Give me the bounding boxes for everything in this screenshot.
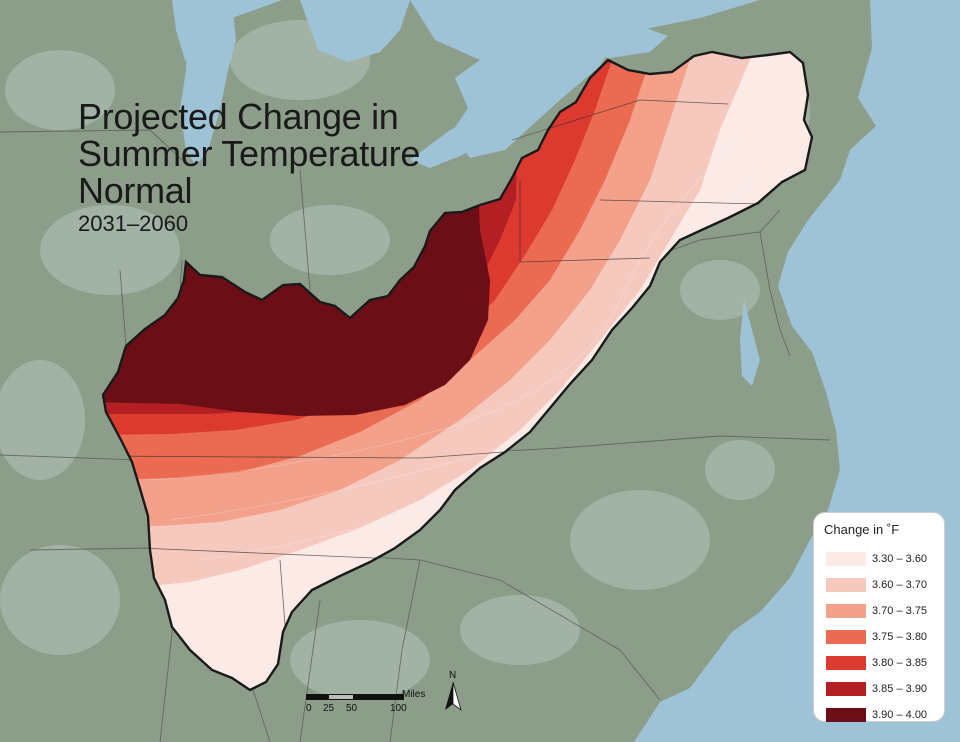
legend-label: 3.30 – 3.60 bbox=[872, 553, 928, 565]
legend-rows: 3.30 – 3.60 3.60 – 3.70 3.70 – 3.75 3.75 – … bbox=[824, 547, 934, 727]
scale-unit: Miles bbox=[402, 689, 426, 700]
scale-seg-1 bbox=[307, 695, 329, 699]
legend-swatch bbox=[826, 708, 866, 722]
scale-tick-0: 0 bbox=[306, 703, 312, 714]
legend-swatch bbox=[826, 578, 866, 592]
scale-tick-25: 25 bbox=[323, 703, 335, 714]
legend-swatch bbox=[826, 604, 866, 618]
legend-item: 3.85 – 3.90 bbox=[824, 677, 934, 701]
legend-item: 3.70 – 3.75 bbox=[824, 599, 934, 623]
legend-item: 3.75 – 3.80 bbox=[824, 625, 934, 649]
scale-tick-100: 100 bbox=[390, 703, 407, 714]
scale-tick-50: 50 bbox=[346, 703, 358, 714]
legend-label: 3.60 – 3.70 bbox=[872, 579, 928, 591]
lake-huron bbox=[300, 0, 410, 62]
north-arrow-icon bbox=[445, 682, 462, 712]
legend-item: 3.90 – 4.00 bbox=[824, 703, 934, 727]
legend-label: 3.90 – 4.00 bbox=[872, 709, 928, 721]
legend-title: Change in ˚F bbox=[824, 522, 900, 537]
north-arrow: N bbox=[444, 670, 462, 712]
map-title-line-2: Summer Temperature bbox=[78, 133, 421, 174]
legend-label: 3.80 – 3.85 bbox=[872, 657, 928, 669]
lake-ontario bbox=[560, 26, 668, 58]
legend-swatch bbox=[826, 552, 866, 566]
lake-erie bbox=[410, 96, 540, 168]
legend-label: 3.85 – 3.90 bbox=[872, 683, 928, 695]
region-outline bbox=[101, 50, 814, 692]
map-title-line-3: Normal bbox=[78, 170, 193, 211]
legend-swatch bbox=[826, 630, 866, 644]
scale-seg-2 bbox=[329, 695, 353, 699]
legend-label: 3.75 – 3.80 bbox=[872, 631, 928, 643]
legend-item: 3.60 – 3.70 bbox=[824, 573, 934, 597]
lake-michigan bbox=[180, 0, 236, 166]
legend-item: 3.30 – 3.60 bbox=[824, 547, 934, 571]
legend-label: 3.70 – 3.75 bbox=[872, 605, 928, 617]
legend-swatch bbox=[826, 656, 866, 670]
north-label: N bbox=[449, 670, 457, 681]
legend-swatch bbox=[826, 682, 866, 696]
map-title-line-1: Projected Change in bbox=[78, 96, 399, 137]
scale-bar: Miles 0 25 50 100 bbox=[306, 689, 425, 715]
legend-item: 3.80 – 3.85 bbox=[824, 651, 934, 675]
chesapeake-bay bbox=[740, 300, 760, 386]
map-subtitle: 2031–2060 bbox=[78, 211, 189, 236]
scale-seg-3 bbox=[353, 695, 403, 699]
legend: Change in ˚F 3.30 – 3.60 3.60 – 3.70 3.70 … bbox=[813, 512, 945, 722]
map-title-block: Projected Change in Summer Temperature N… bbox=[78, 98, 420, 237]
scale-bar-track bbox=[306, 694, 404, 700]
